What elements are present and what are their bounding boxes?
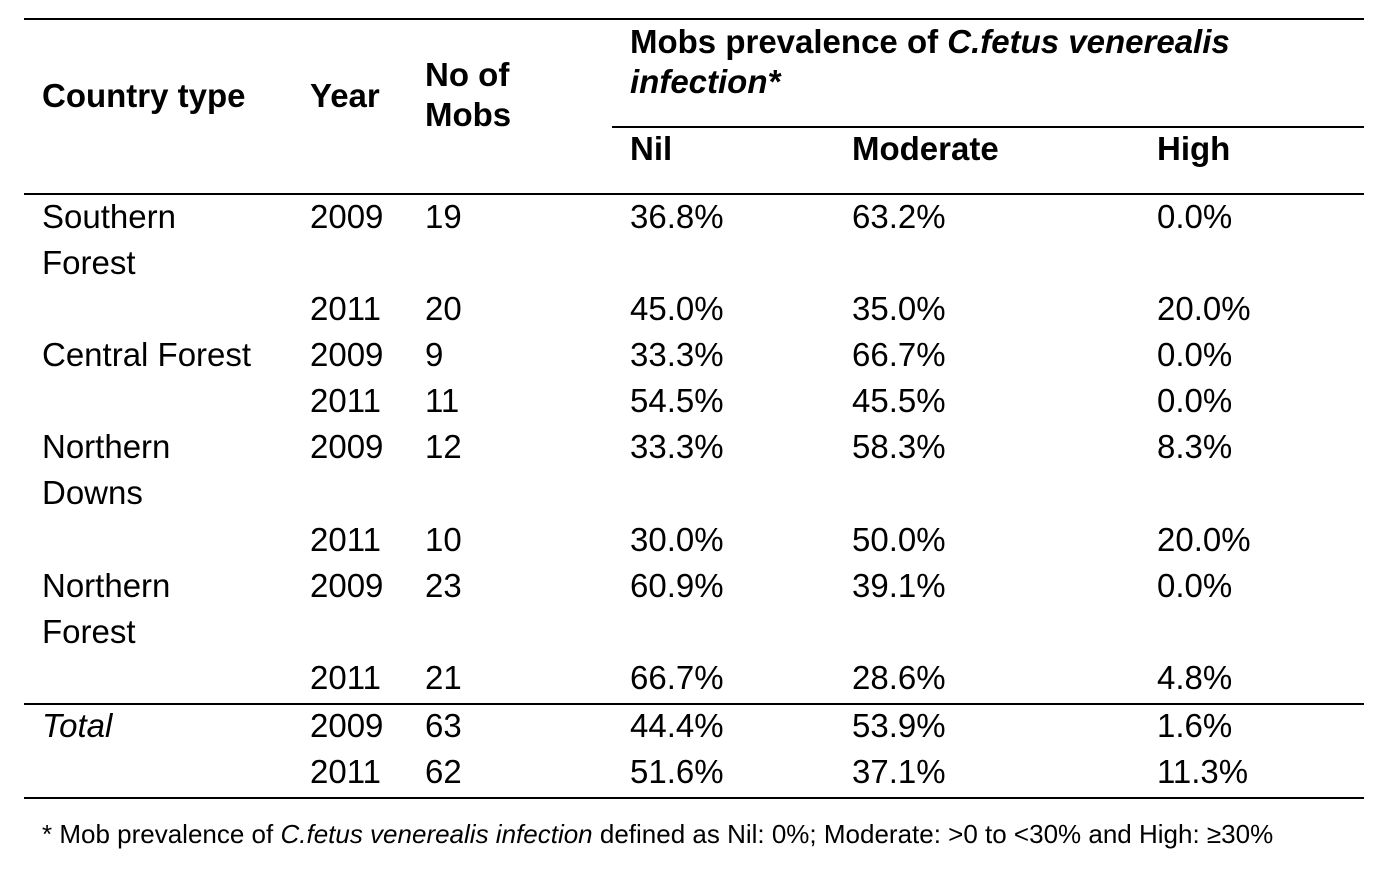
header-no-of-mobs-line2: Mobs xyxy=(425,96,512,133)
bottom-rule xyxy=(24,797,1364,799)
cell-mobs: 9 xyxy=(425,336,444,373)
cell-nil: 60.9% xyxy=(630,567,724,604)
cell-high: 20.0% xyxy=(1157,290,1251,327)
cell-country: Southern xyxy=(42,198,176,235)
cell-mobs: 63 xyxy=(425,707,462,744)
cell-moderate: 50.0% xyxy=(852,521,946,558)
cell-nil: 51.6% xyxy=(630,753,724,790)
cell-moderate: 39.1% xyxy=(852,567,946,604)
cell-mobs: 20 xyxy=(425,290,462,327)
header-no-of-mobs-line1: No of xyxy=(425,56,510,93)
cell-total-label: Total xyxy=(42,707,113,744)
header-prevalence: Mobs prevalence of C.fetus venerealis xyxy=(630,22,1230,62)
header-bottom-rule xyxy=(24,193,1364,195)
header-high: High xyxy=(1157,130,1231,167)
cell-high: 8.3% xyxy=(1157,428,1233,465)
cell-country-cont: Forest xyxy=(42,613,136,650)
cell-moderate: 45.5% xyxy=(852,382,946,419)
cell-nil: 66.7% xyxy=(630,659,724,696)
cell-moderate: 53.9% xyxy=(852,707,946,744)
cell-year: 2009 xyxy=(310,336,384,373)
cell-high: 0.0% xyxy=(1157,198,1233,235)
cell-country: Northern xyxy=(42,428,171,465)
header-prevalence-prefix: Mobs prevalence of xyxy=(630,23,948,60)
cell-mobs: 11 xyxy=(425,382,460,419)
cell-year: 2011 xyxy=(310,290,381,327)
cell-year: 2009 xyxy=(310,567,384,604)
cell-mobs: 12 xyxy=(425,428,462,465)
cell-moderate: 28.6% xyxy=(852,659,946,696)
total-rule xyxy=(24,703,1364,705)
header-prevalence-line2: infection* xyxy=(630,63,781,100)
cell-moderate: 37.1% xyxy=(852,753,946,790)
cell-year: 2011 xyxy=(310,659,381,696)
cell-year: 2009 xyxy=(310,198,384,235)
cell-nil: 30.0% xyxy=(630,521,724,558)
subheader-rule xyxy=(612,126,1364,128)
footnote-suffix: defined as Nil: 0%; Moderate: >0 to <30%… xyxy=(592,819,1274,849)
cell-year: 2011 xyxy=(310,382,381,419)
cell-nil: 54.5% xyxy=(630,382,724,419)
cell-high: 1.6% xyxy=(1157,707,1233,744)
cell-nil: 45.0% xyxy=(630,290,724,327)
cell-year: 2009 xyxy=(310,707,384,744)
cell-mobs: 23 xyxy=(425,567,462,604)
cell-high: 0.0% xyxy=(1157,567,1233,604)
cell-country-cont: Downs xyxy=(42,474,143,511)
cell-high: 11.3% xyxy=(1157,753,1249,790)
cell-nil: 44.4% xyxy=(630,707,724,744)
cell-high: 4.8% xyxy=(1157,659,1233,696)
cell-country: Central Forest xyxy=(42,336,252,373)
cell-high: 0.0% xyxy=(1157,382,1233,419)
top-rule xyxy=(24,18,1364,20)
cell-year: 2009 xyxy=(310,428,384,465)
header-nil: Nil xyxy=(630,130,673,167)
cell-mobs: 21 xyxy=(425,659,462,696)
cell-high: 0.0% xyxy=(1157,336,1233,373)
cell-country-cont: Forest xyxy=(42,244,136,281)
cell-moderate: 58.3% xyxy=(852,428,946,465)
cell-nil: 33.3% xyxy=(630,336,724,373)
cell-moderate: 63.2% xyxy=(852,198,946,235)
cell-mobs: 19 xyxy=(425,198,462,235)
cell-high: 20.0% xyxy=(1157,521,1251,558)
footnote-prefix: * Mob prevalence of xyxy=(42,819,281,849)
header-prevalence-species: C.fetus venerealis xyxy=(947,23,1230,60)
table-footnote: * Mob prevalence of C.fetus venerealis i… xyxy=(42,818,1342,851)
cell-mobs: 10 xyxy=(425,521,462,558)
cell-nil: 36.8% xyxy=(630,198,724,235)
cell-year: 2011 xyxy=(310,753,381,790)
cell-moderate: 66.7% xyxy=(852,336,946,373)
header-moderate: Moderate xyxy=(852,130,999,167)
cell-nil: 33.3% xyxy=(630,428,724,465)
cell-year: 2011 xyxy=(310,521,381,558)
cell-mobs: 62 xyxy=(425,753,462,790)
cell-moderate: 35.0% xyxy=(852,290,946,327)
footnote-italic: C.fetus venerealis infection xyxy=(280,819,593,849)
header-year: Year xyxy=(310,77,380,114)
header-country-type: Country type xyxy=(42,77,246,114)
cell-country: Northern xyxy=(42,567,171,604)
